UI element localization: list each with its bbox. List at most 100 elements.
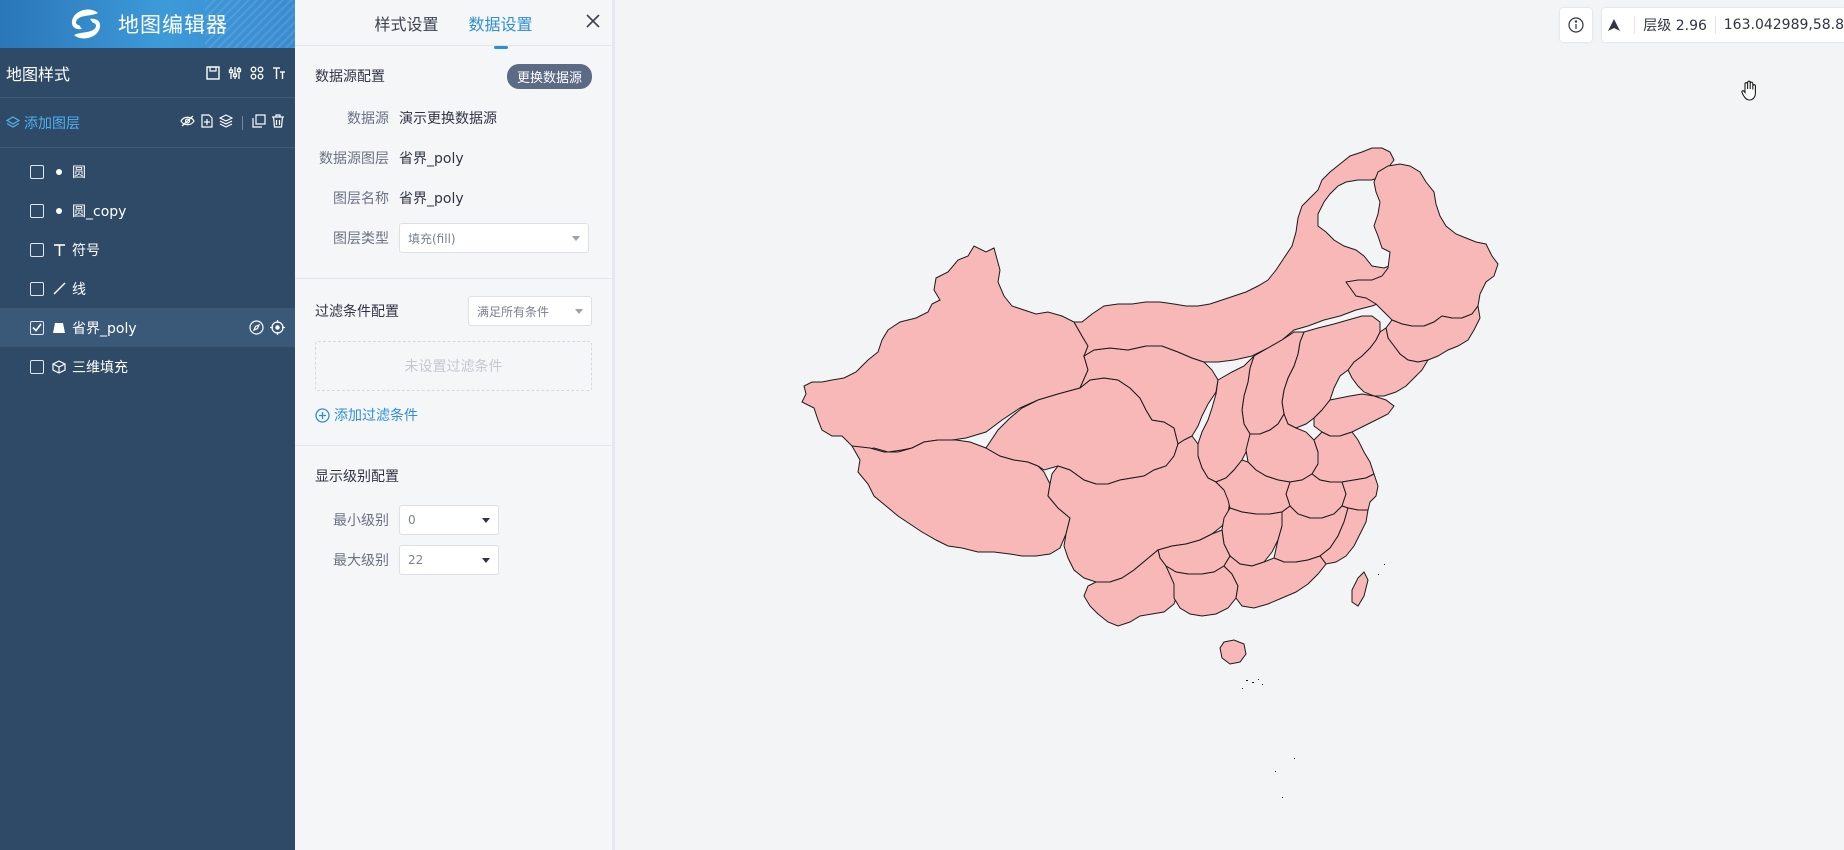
add-layer-button[interactable]: 添加图层 [6,113,180,133]
change-datasource-button[interactable]: 更换数据源 [506,63,592,89]
province-polygon [1313,393,1395,437]
settings-panel: 样式设置 数据设置 数据源配置 更换数据源 数据源 演示更换数据源 数据源图层 … [295,0,615,850]
section-title: 显示级别配置 [315,469,399,485]
locate-target-icon[interactable] [270,320,285,339]
chevron-down-icon [575,308,583,314]
map-style-row: 地图样式 [0,48,295,98]
sliders-icon[interactable] [227,65,243,81]
section-title: 过滤条件配置 [315,304,399,320]
layer-item-province-poly[interactable]: 省界_poly [0,308,295,347]
filter-section: 过滤条件配置 满足所有条件 未设置过滤条件 添加过滤条件 [295,279,612,446]
compass-edit-icon[interactable] [249,320,264,339]
add-filter-label: 添加过滤条件 [334,408,418,424]
circle-dot-icon [52,165,66,179]
add-filter-button[interactable]: 添加过滤条件 [315,405,592,425]
layer-checkbox-checked[interactable] [30,320,44,335]
layer-toolbar: 添加图层 [0,98,295,148]
layer-checkbox[interactable] [30,242,44,257]
map-style-label: 地图样式 [6,64,71,84]
line-icon [52,282,66,296]
select-value: 22 [408,553,424,567]
province-polygon [1351,571,1369,607]
layer-stack-icon[interactable] [218,113,234,132]
tab-style-settings[interactable]: 样式设置 [374,14,439,34]
layer-checkbox[interactable] [30,281,44,296]
font-icon[interactable] [271,65,287,81]
field-label: 数据源 [347,111,389,127]
layer-name: 线 [72,281,86,298]
tab-data-settings[interactable]: 数据设置 [469,7,533,39]
province-polygon [1223,555,1327,609]
layer-item-symbol[interactable]: 符号 [0,230,295,269]
province-polygon [1311,431,1375,483]
map-canvas[interactable]: 层级 2.96 163.042989,58.8 [618,0,1844,850]
caret-down-icon [482,517,490,523]
province-polygon [1319,507,1369,565]
island-dots [1242,564,1385,798]
field-datasource: 数据源 演示更换数据源 [315,98,592,138]
province-polygon [1219,639,1247,665]
text-symbol-icon [52,243,66,257]
layers-icon [6,115,20,128]
layer-item-circle-copy[interactable]: 圆_copy [0,191,295,230]
layer-name: 圆_copy [72,203,127,220]
field-layer-type: 图层类型 填充(fill) [315,218,592,258]
layer-sidebar: 地图编辑器 地图样式 添加图层 [0,0,295,850]
app-title: 地图编辑器 [118,13,228,37]
north-arrow-icon[interactable] [1602,18,1626,32]
field-layer-name: 图层名称 省界_poly [315,178,592,218]
layer-name: 三维填充 [72,359,128,376]
filter-mode-select[interactable]: 满足所有条件 [468,296,592,326]
hide-eye-icon[interactable] [180,114,195,132]
field-min-zoom: 最小级别 0 [315,500,592,540]
add-file-icon[interactable] [200,113,214,132]
field-label: 图层名称 [333,191,389,207]
field-value: 省界_poly [399,191,464,207]
layer-checkbox[interactable] [30,164,44,179]
select-value: 满足所有条件 [477,304,550,319]
field-source-layer: 数据源图层 省界_poly [315,138,592,178]
layer-name: 省界_poly [72,320,137,337]
field-label: 最大级别 [333,553,389,569]
close-icon[interactable] [584,12,602,30]
province-polygon [1083,549,1179,627]
province-shapes [801,147,1499,665]
select-value: 0 [408,513,416,527]
layer-name: 圆 [72,164,86,181]
zoom-section: 显示级别配置 最小级别 0 最大级别 22 [295,446,612,600]
zoom-level-readout: 层级 2.96 [1643,18,1707,34]
layer-item-3d-fill[interactable]: 三维填充 [0,347,295,386]
min-zoom-select[interactable]: 0 [399,505,499,535]
grid-icon[interactable] [249,65,265,81]
layer-list: 圆 圆_copy 符号 线 省界_poly [0,148,295,386]
chevron-down-icon [572,235,580,241]
field-label: 最小级别 [333,513,389,529]
layer-item-circle[interactable]: 圆 [0,152,295,191]
save-icon[interactable] [205,65,221,81]
cube-icon [52,359,66,374]
info-button[interactable] [1560,8,1592,42]
caret-down-icon [482,557,490,563]
layer-name: 符号 [72,242,100,259]
layer-checkbox[interactable] [30,359,44,374]
copy-icon[interactable] [252,113,266,132]
app-logo-icon [71,9,101,39]
add-layer-label: 添加图层 [24,115,80,132]
section-title: 数据源配置 [315,69,385,85]
plus-circle-icon [315,407,330,423]
panel-tabs: 样式设置 数据设置 [295,0,612,46]
field-label: 数据源图层 [319,151,389,167]
layer-checkbox[interactable] [30,203,44,218]
field-value: 演示更换数据源 [399,111,497,127]
trash-icon[interactable] [271,113,285,132]
province-polygon [1164,564,1239,617]
max-zoom-select[interactable]: 22 [399,545,499,575]
empty-filter-placeholder: 未设置过滤条件 [315,341,592,391]
layer-item-line[interactable]: 线 [0,269,295,308]
app-header: 地图编辑器 [0,0,295,48]
datasource-section: 数据源配置 更换数据源 数据源 演示更换数据源 数据源图层 省界_poly 图层… [295,46,612,279]
coordinates-readout: 163.042989,58.8 [1723,17,1844,33]
field-max-zoom: 最大级别 22 [315,540,592,580]
layer-type-select[interactable]: 填充(fill) [399,223,589,253]
info-icon [1568,17,1584,33]
